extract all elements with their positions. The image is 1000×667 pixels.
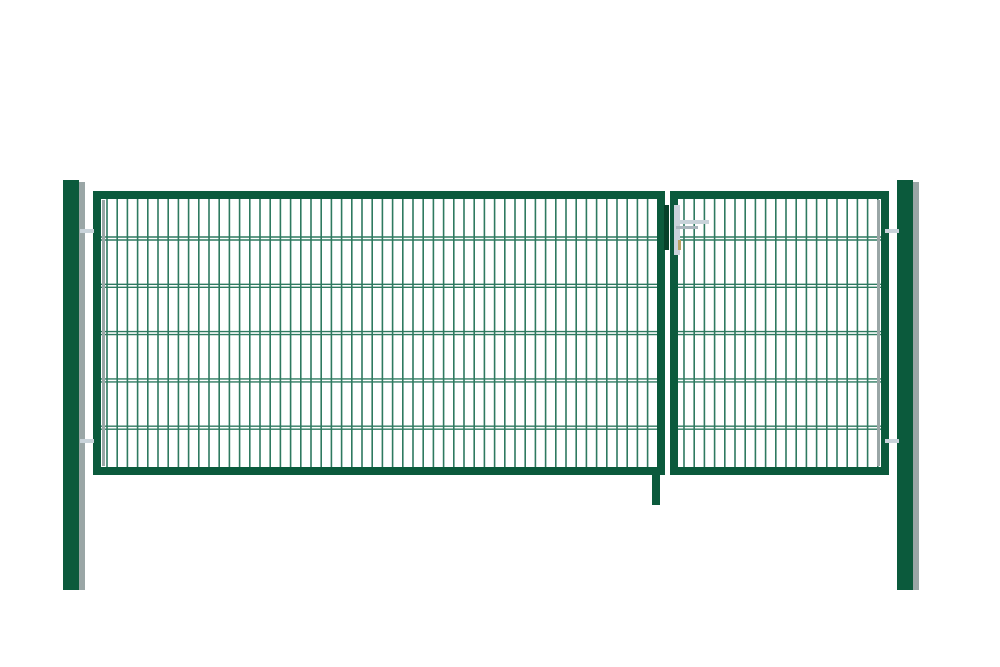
left-leaf-frame	[93, 191, 665, 475]
right-leaf-frame	[670, 191, 889, 475]
ground-bolt-icon	[652, 475, 660, 505]
mesh-wires	[101, 199, 881, 467]
lock-handle-icon	[664, 205, 709, 255]
hinge-icon	[80, 229, 899, 443]
left-post	[63, 180, 85, 590]
right-post	[897, 180, 919, 590]
